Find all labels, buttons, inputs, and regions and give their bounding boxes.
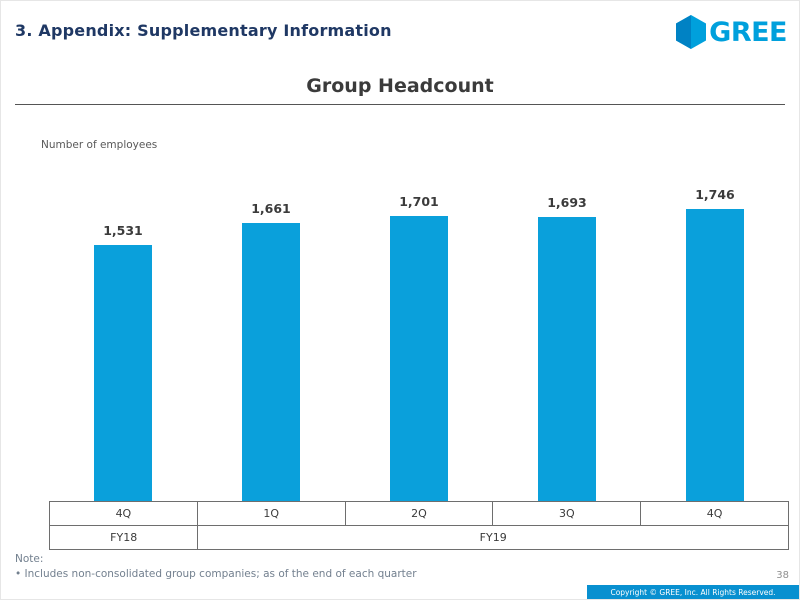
- bar: [538, 217, 596, 501]
- bar-column: 1,693: [493, 195, 641, 501]
- chart-title: Group Headcount: [306, 75, 494, 97]
- note-block: Note: • Includes non-consolidated group …: [15, 552, 417, 582]
- fiscal-year-label: FY18: [50, 526, 199, 549]
- note-text: • Includes non-consolidated group compan…: [15, 568, 417, 581]
- bar-column: 1,746: [641, 187, 789, 501]
- y-axis-label: Number of employees: [41, 139, 158, 151]
- gree-hexagon-icon: [676, 15, 707, 49]
- bar-value-label: 1,701: [399, 194, 439, 210]
- quarter-label: 2Q: [346, 502, 494, 525]
- bar-chart: 1,531 1,661 1,701 1,693 1,746 4Q 1Q 2Q 3Q 4Q FY1…: [49, 166, 789, 550]
- plot-area: 1,531 1,661 1,701 1,693 1,746: [49, 166, 789, 501]
- bar: [390, 216, 448, 501]
- bar: [686, 208, 744, 501]
- bar: [94, 244, 152, 501]
- bar-value-label: 1,531: [103, 222, 143, 238]
- gree-logo-text: GREE: [709, 16, 787, 48]
- page-number: 38: [776, 570, 789, 581]
- gree-logo: GREE: [676, 15, 787, 49]
- quarter-label: 3Q: [493, 502, 642, 525]
- quarter-label: 1Q: [198, 502, 346, 525]
- copyright-bar: Copyright © GREE, Inc. All Rights Reserv…: [587, 585, 799, 599]
- bar-column: 1,661: [197, 201, 345, 501]
- bar: [242, 222, 300, 501]
- copyright-text: Copyright © GREE, Inc. All Rights Reserv…: [610, 587, 776, 597]
- bar-value-label: 1,746: [695, 186, 735, 202]
- section-header: 3. Appendix: Supplementary Information: [15, 21, 392, 40]
- bar-column: 1,701: [345, 194, 493, 501]
- fiscal-year-row: FY18 FY19: [50, 526, 788, 549]
- quarter-label: 4Q: [50, 502, 198, 525]
- fiscal-year-label: FY19: [479, 531, 507, 544]
- bar-value-label: 1,693: [547, 195, 587, 211]
- x-axis-table: 4Q 1Q 2Q 3Q 4Q FY18 FY19: [49, 501, 789, 550]
- quarter-label: 4Q: [706, 507, 723, 520]
- quarter-row: 4Q 1Q 2Q 3Q 4Q: [50, 502, 788, 526]
- title-divider: [15, 104, 785, 105]
- bar-column: 1,531: [49, 223, 197, 501]
- bar-value-label: 1,661: [251, 200, 291, 216]
- note-label: Note:: [15, 553, 44, 565]
